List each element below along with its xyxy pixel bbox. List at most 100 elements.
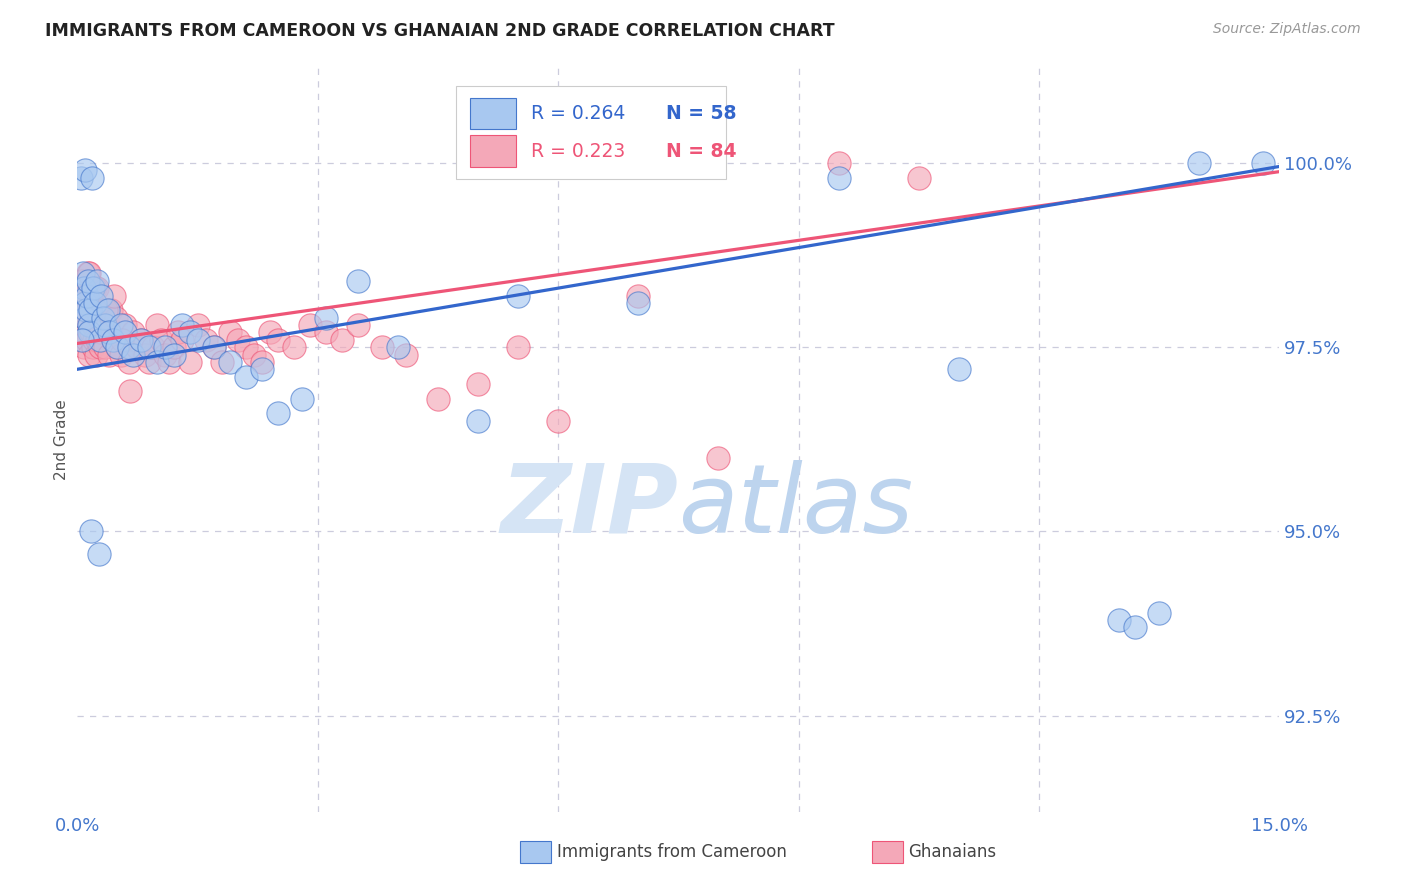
Point: [72, 288, 94, 302]
Point: [131, 333, 153, 347]
Text: Source: ZipAtlas.com: Source: ZipAtlas.com: [1213, 22, 1361, 37]
Text: R = 0.223: R = 0.223: [530, 142, 624, 161]
Point: [80, 326, 103, 340]
Text: IMMIGRANTS FROM CAMEROON VS GHANAIAN 2ND GRADE CORRELATION CHART: IMMIGRANTS FROM CAMEROON VS GHANAIAN 2ND…: [45, 22, 835, 40]
Point: [1149, 606, 1171, 620]
Point: [508, 340, 530, 354]
Point: [118, 340, 141, 354]
Point: [250, 362, 273, 376]
Point: [427, 392, 450, 406]
Point: [70, 333, 93, 347]
Point: [908, 170, 931, 185]
Point: [107, 340, 129, 354]
Point: [82, 340, 104, 354]
Point: [1108, 613, 1130, 627]
Point: [80, 170, 103, 185]
Point: [122, 347, 145, 361]
Point: [467, 376, 489, 391]
Point: [73, 340, 96, 354]
Point: [94, 318, 117, 332]
Point: [76, 333, 98, 347]
Point: [330, 333, 353, 347]
Point: [146, 355, 169, 369]
Point: [114, 326, 136, 340]
Point: [89, 333, 111, 347]
Point: [79, 303, 101, 318]
Point: [75, 296, 97, 310]
Point: [218, 326, 240, 340]
Point: [84, 347, 107, 361]
Point: [86, 333, 108, 347]
Point: [134, 347, 156, 361]
Point: [89, 340, 111, 354]
FancyBboxPatch shape: [471, 136, 516, 167]
FancyBboxPatch shape: [471, 98, 516, 129]
Point: [79, 303, 101, 318]
Point: [226, 333, 249, 347]
Point: [87, 310, 110, 325]
Point: [90, 288, 112, 302]
Point: [235, 369, 257, 384]
Point: [69, 303, 91, 318]
Point: [86, 281, 108, 295]
Point: [298, 318, 321, 332]
Point: [131, 333, 153, 347]
FancyBboxPatch shape: [456, 86, 727, 178]
Y-axis label: 2nd Grade: 2nd Grade: [53, 399, 69, 480]
Point: [186, 318, 209, 332]
Point: [111, 333, 134, 347]
Point: [103, 288, 125, 302]
Point: [283, 340, 305, 354]
Text: atlas: atlas: [679, 460, 914, 553]
Point: [211, 355, 233, 369]
Point: [194, 333, 217, 347]
Point: [315, 326, 337, 340]
Point: [1123, 620, 1146, 634]
Point: [84, 281, 107, 295]
Point: [73, 281, 96, 295]
Point: [267, 333, 290, 347]
Point: [346, 318, 368, 332]
Point: [122, 326, 145, 340]
Text: N = 58: N = 58: [666, 104, 737, 123]
Point: [76, 274, 98, 288]
Point: [259, 326, 281, 340]
Point: [315, 310, 337, 325]
Point: [84, 296, 107, 310]
Point: [110, 318, 132, 332]
Point: [707, 450, 730, 465]
Point: [79, 266, 101, 280]
Point: [75, 296, 97, 310]
Point: [75, 281, 97, 295]
Point: [291, 392, 314, 406]
Point: [82, 318, 104, 332]
Point: [1188, 155, 1211, 169]
Point: [162, 340, 184, 354]
Point: [150, 333, 173, 347]
Point: [104, 310, 127, 325]
Point: [547, 414, 569, 428]
Point: [508, 288, 530, 302]
Point: [70, 274, 93, 288]
Point: [242, 347, 264, 361]
Point: [828, 155, 851, 169]
Point: [70, 333, 93, 347]
Point: [94, 340, 117, 354]
Point: [76, 288, 98, 302]
Point: [146, 318, 169, 332]
Point: [91, 303, 114, 318]
Point: [90, 326, 112, 340]
Point: [96, 303, 118, 318]
Point: [179, 355, 201, 369]
Point: [218, 355, 240, 369]
Point: [70, 274, 93, 288]
Text: ZIP: ZIP: [501, 460, 679, 553]
Point: [82, 281, 104, 295]
Point: [235, 340, 257, 354]
Point: [162, 347, 184, 361]
Point: [627, 288, 650, 302]
Point: [170, 333, 193, 347]
Point: [79, 347, 101, 361]
Point: [155, 340, 177, 354]
Point: [467, 414, 489, 428]
